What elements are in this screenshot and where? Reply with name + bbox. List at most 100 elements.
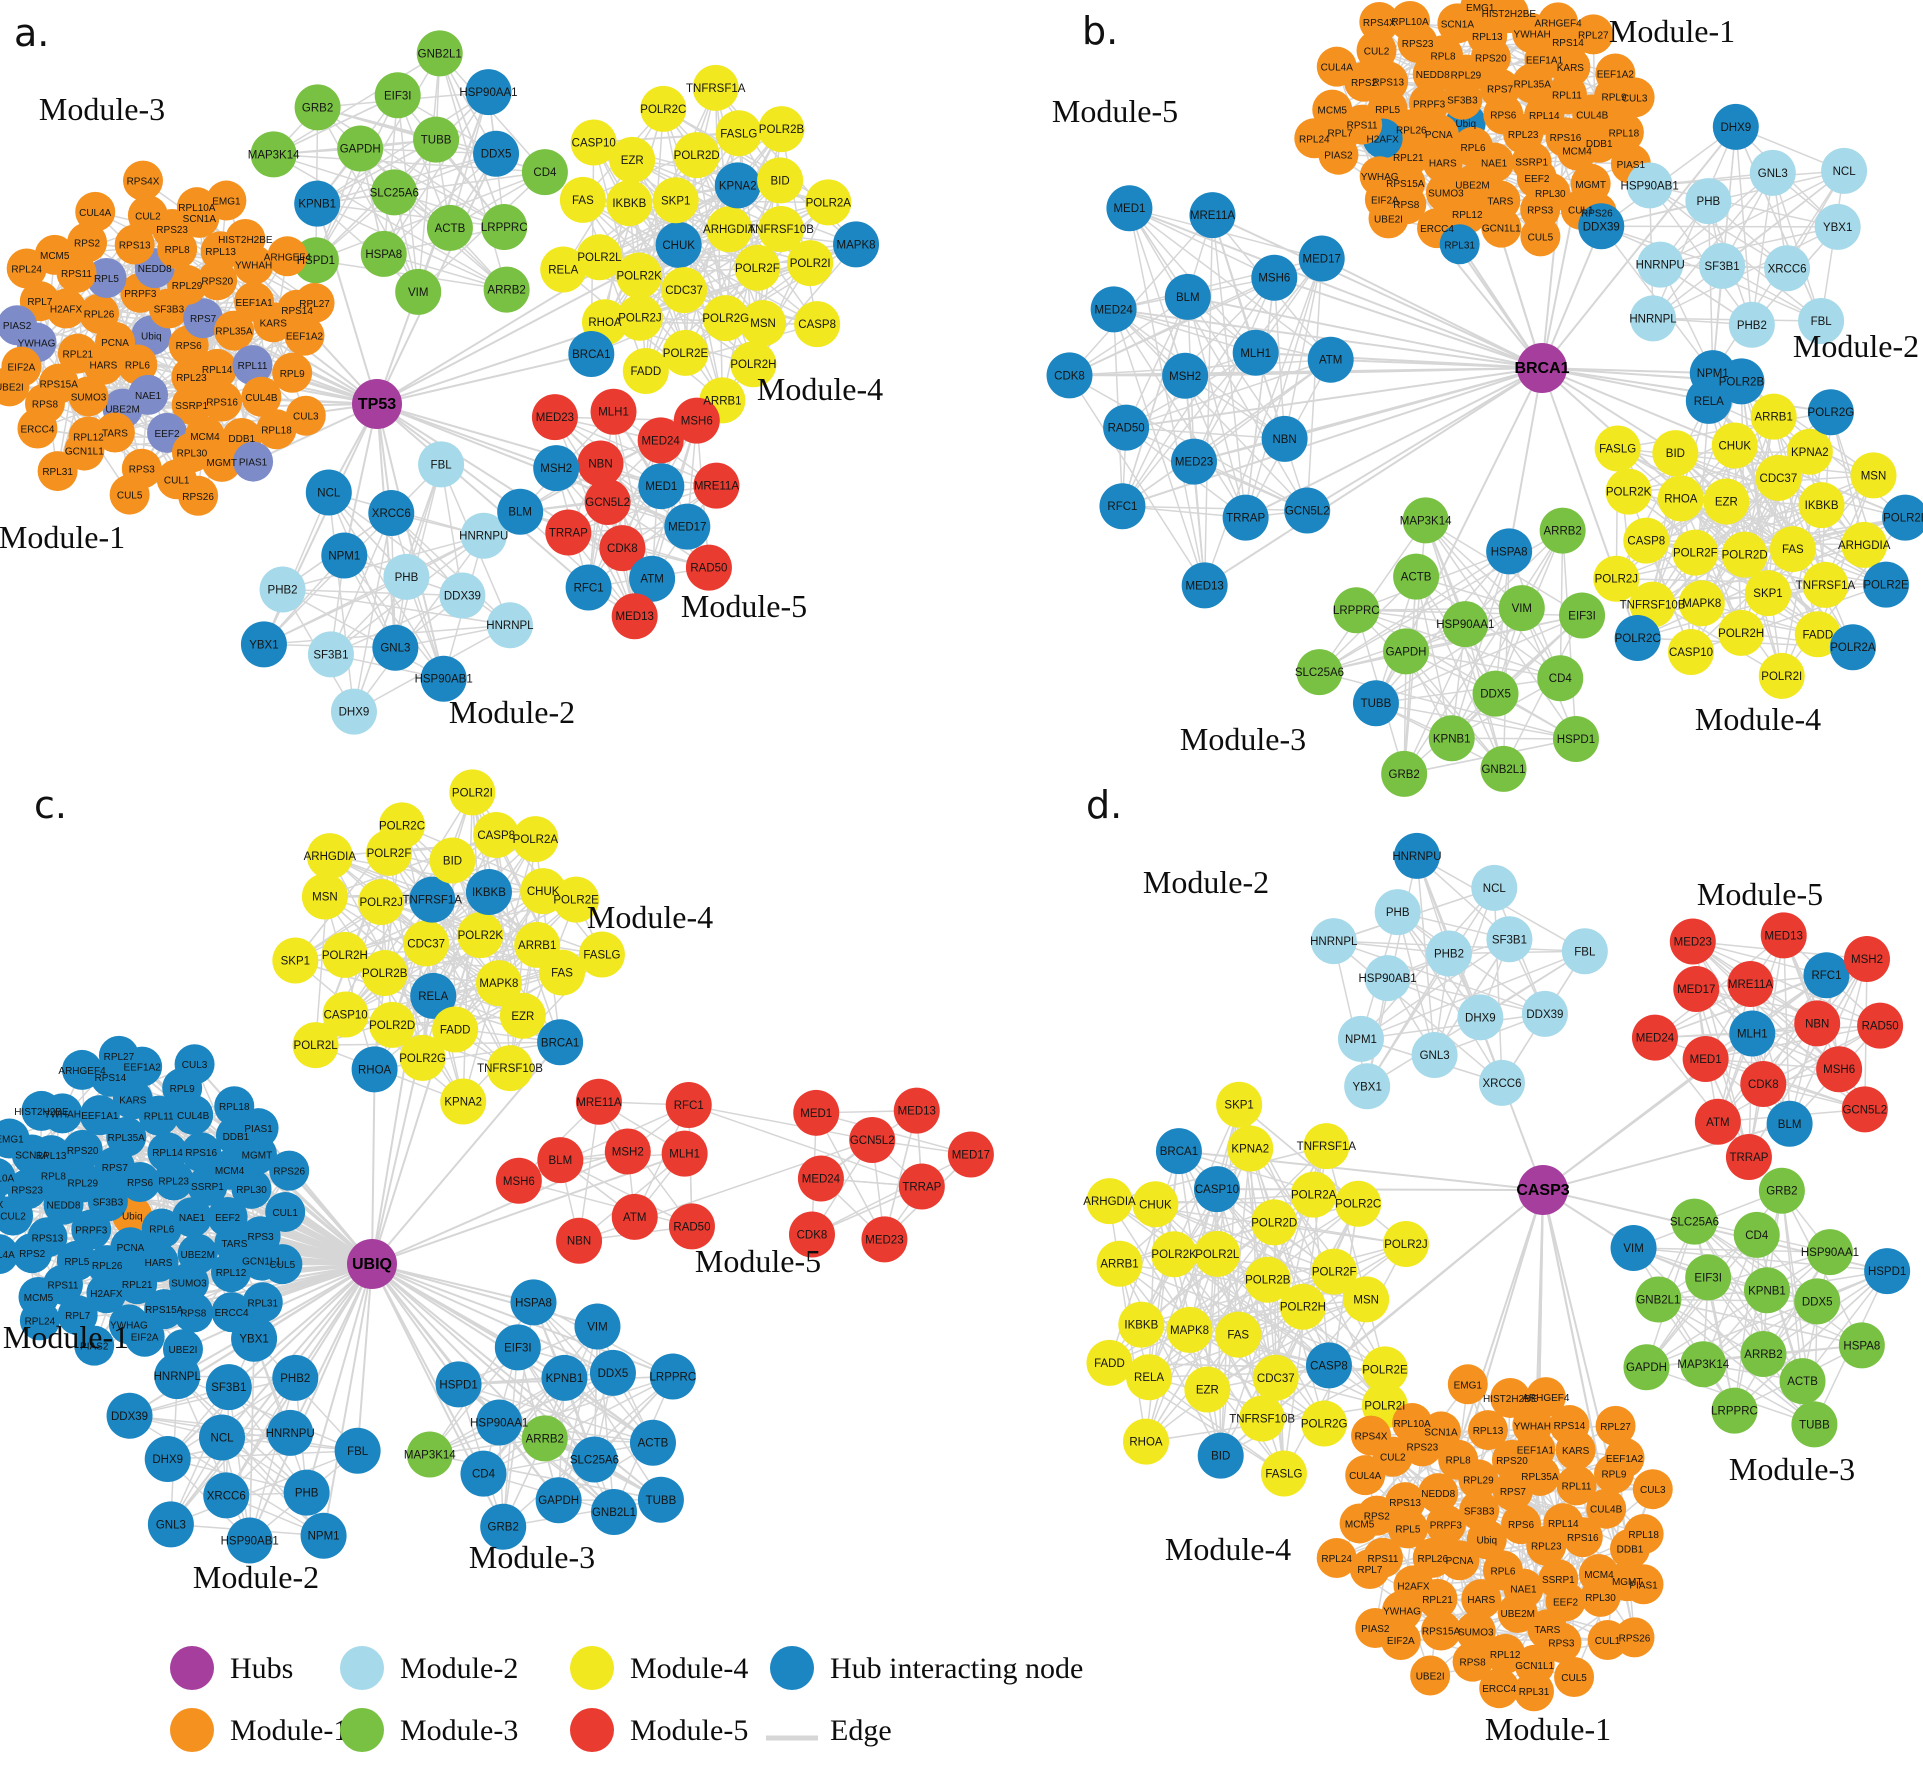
node-VIM[interactable] xyxy=(1610,1225,1657,1272)
node-POLR2L[interactable] xyxy=(292,1022,339,1069)
node-RPS20[interactable] xyxy=(62,1129,103,1170)
node-RPL35A[interactable] xyxy=(214,310,255,351)
node-ARRB2[interactable] xyxy=(1539,507,1586,554)
node-ARHGEF4[interactable] xyxy=(267,236,308,277)
node-DDX5[interactable] xyxy=(473,130,520,177)
node-RPL9[interactable] xyxy=(272,352,313,393)
node-MED13[interactable] xyxy=(1181,562,1228,609)
node-FASLG[interactable] xyxy=(715,110,762,157)
node-CASP10[interactable] xyxy=(1193,1166,1240,1213)
node-HSP90AB1[interactable] xyxy=(1364,955,1411,1002)
node-RPL5[interactable] xyxy=(86,257,127,298)
node-ATM[interactable] xyxy=(1307,336,1354,383)
node-POLR2H[interactable] xyxy=(1718,609,1765,656)
node-EZR[interactable] xyxy=(609,136,656,183)
node-POLR2L[interactable] xyxy=(576,234,623,281)
node-LRPPRC[interactable] xyxy=(649,1353,696,1400)
node-PHB[interactable] xyxy=(1685,178,1732,225)
node-GRB2[interactable] xyxy=(1381,750,1428,797)
node-EIF3I[interactable] xyxy=(374,72,421,119)
node-HSP90AA1[interactable] xyxy=(1442,601,1489,648)
node-HSP90AA1[interactable] xyxy=(1806,1229,1853,1276)
node-RFC1[interactable] xyxy=(665,1082,712,1129)
node-BID[interactable] xyxy=(1197,1432,1244,1479)
node-HSP90AA1[interactable] xyxy=(465,69,512,116)
node-CASP8[interactable] xyxy=(1305,1342,1352,1389)
node-TUBB[interactable] xyxy=(1352,680,1399,727)
node-EIF3I[interactable] xyxy=(494,1324,541,1371)
node-RPS16[interactable] xyxy=(1562,1517,1603,1558)
node-RPL12[interactable] xyxy=(210,1252,251,1293)
node-TUBB[interactable] xyxy=(637,1476,684,1523)
node-HSP90AB1[interactable] xyxy=(1626,162,1673,209)
node-CUL3[interactable] xyxy=(174,1044,215,1085)
node-POLR2J[interactable] xyxy=(1382,1221,1429,1268)
node-IKBKB[interactable] xyxy=(1798,482,1845,529)
node-POLR2C[interactable] xyxy=(1614,614,1661,661)
node-CD4[interactable] xyxy=(460,1450,507,1497)
node-TNFRSF1A[interactable] xyxy=(409,876,456,923)
node-NPM1[interactable] xyxy=(300,1512,347,1559)
node-ATM[interactable] xyxy=(629,555,676,602)
node-RPL26[interactable] xyxy=(87,1245,128,1286)
node-HSPD1[interactable] xyxy=(435,1361,482,1408)
node-RPL18[interactable] xyxy=(1623,1513,1664,1554)
node-POLR2A[interactable] xyxy=(1290,1171,1337,1218)
node-GNB2L1[interactable] xyxy=(1480,745,1527,792)
node-BID[interactable] xyxy=(429,837,476,884)
node-ATM[interactable] xyxy=(611,1193,658,1240)
node-SF3B1[interactable] xyxy=(307,631,354,678)
node-HSP90AB1[interactable] xyxy=(226,1517,273,1564)
node-MED1[interactable] xyxy=(1682,1036,1729,1083)
node-KPNA2[interactable] xyxy=(440,1078,487,1125)
node-TUBB[interactable] xyxy=(413,116,460,163)
node-RPS2[interactable] xyxy=(67,222,108,263)
node-TNFRSF1A[interactable] xyxy=(1802,561,1849,608)
node-CDC37[interactable] xyxy=(661,267,708,314)
node-MLH1[interactable] xyxy=(1729,1010,1776,1057)
node-GNB2L1[interactable] xyxy=(1635,1276,1682,1323)
node-RPS4X[interactable] xyxy=(1351,1415,1392,1456)
node-PIAS2[interactable] xyxy=(74,1325,115,1366)
node-MSN[interactable] xyxy=(1850,452,1897,499)
node-CASP8[interactable] xyxy=(794,301,841,348)
node-MSN[interactable] xyxy=(301,873,348,920)
node-CUL4B[interactable] xyxy=(241,376,282,417)
node-TRRAP[interactable] xyxy=(1725,1133,1772,1180)
node-RFC1[interactable] xyxy=(1099,483,1146,530)
node-FADD[interactable] xyxy=(1794,611,1841,658)
node-RPS4X[interactable] xyxy=(1359,1,1400,42)
node-HNRNPL[interactable] xyxy=(1630,295,1677,342)
node-EZR[interactable] xyxy=(1184,1366,1231,1413)
node-TUBB[interactable] xyxy=(1791,1401,1838,1448)
node-POLR2B[interactable] xyxy=(1718,358,1765,405)
node-POLR2H[interactable] xyxy=(730,341,777,388)
node-FAS[interactable] xyxy=(1215,1311,1262,1358)
node-CUL4A[interactable] xyxy=(1345,1455,1386,1496)
node-CUL5[interactable] xyxy=(262,1244,303,1285)
node-POLR2G[interactable] xyxy=(702,295,749,342)
node-BLM[interactable] xyxy=(1766,1100,1813,1147)
node-RAD50[interactable] xyxy=(1857,1002,1904,1049)
node-ACTB[interactable] xyxy=(426,204,473,251)
node-BRCA1[interactable] xyxy=(568,330,615,377)
node-GCN5L2[interactable] xyxy=(849,1117,896,1164)
node-CD4[interactable] xyxy=(1537,655,1584,702)
node-PHB2[interactable] xyxy=(259,566,306,613)
node-PRPF3[interactable] xyxy=(1425,1504,1466,1545)
node-CDC37[interactable] xyxy=(1252,1354,1299,1401)
node-ERCC4[interactable] xyxy=(1479,1668,1520,1709)
node-CASP8[interactable] xyxy=(473,811,520,858)
node-MRE11A[interactable] xyxy=(693,462,740,509)
node-RPL27[interactable] xyxy=(1573,14,1614,55)
node-EEF1A2[interactable] xyxy=(284,315,325,356)
node-MAPK8[interactable] xyxy=(475,960,522,1007)
node-DDX39[interactable] xyxy=(106,1392,153,1439)
node-POLR2B[interactable] xyxy=(361,950,408,997)
node-GNL3[interactable] xyxy=(372,624,419,671)
node-RPS7[interactable] xyxy=(183,298,224,339)
node-PIAS1[interactable] xyxy=(233,441,274,482)
node-HSPD1[interactable] xyxy=(1864,1248,1911,1295)
node-SKP1[interactable] xyxy=(272,937,319,984)
node-SF3B3[interactable] xyxy=(1459,1490,1500,1531)
